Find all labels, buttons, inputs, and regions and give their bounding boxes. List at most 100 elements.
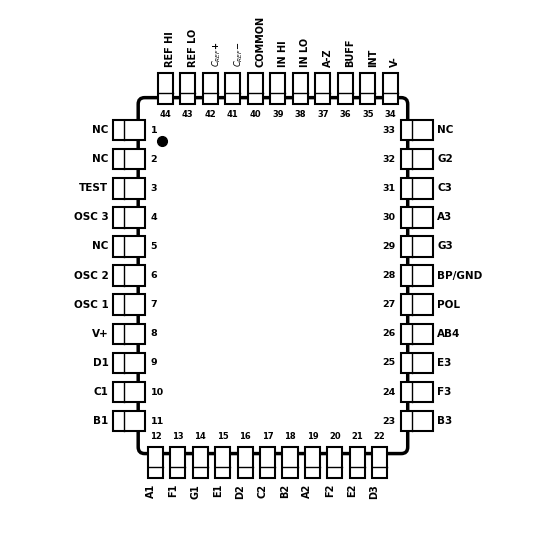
Text: NC: NC <box>92 154 109 164</box>
Text: B3: B3 <box>438 416 453 426</box>
Bar <box>401 207 433 228</box>
Bar <box>114 266 145 286</box>
Bar <box>401 178 433 199</box>
Text: 30: 30 <box>382 213 396 222</box>
Bar <box>327 447 342 478</box>
FancyBboxPatch shape <box>138 98 408 453</box>
Text: AB4: AB4 <box>438 329 461 339</box>
Text: G2: G2 <box>438 154 453 164</box>
Bar <box>114 120 145 140</box>
Bar <box>383 73 398 104</box>
Text: E2: E2 <box>347 484 357 497</box>
Text: 37: 37 <box>317 110 329 119</box>
Bar <box>260 447 275 478</box>
Bar <box>248 73 263 104</box>
Bar <box>401 266 433 286</box>
Text: 20: 20 <box>329 432 341 441</box>
Text: 13: 13 <box>172 432 184 441</box>
Text: A3: A3 <box>438 212 453 223</box>
Text: 15: 15 <box>217 432 229 441</box>
Text: 8: 8 <box>151 330 157 338</box>
Text: NC: NC <box>92 242 109 251</box>
Text: 44: 44 <box>160 110 171 119</box>
Text: 7: 7 <box>151 300 157 309</box>
Text: 19: 19 <box>306 432 318 441</box>
Text: C3: C3 <box>438 184 452 193</box>
Bar <box>401 149 433 169</box>
Text: 27: 27 <box>382 300 396 309</box>
Bar <box>401 324 433 344</box>
Text: BUFF: BUFF <box>345 39 355 67</box>
Text: 24: 24 <box>382 388 396 396</box>
Text: 29: 29 <box>382 242 396 251</box>
Text: 17: 17 <box>261 432 273 441</box>
Text: INT: INT <box>368 49 378 67</box>
Text: 39: 39 <box>272 110 284 119</box>
Text: REF LO: REF LO <box>188 29 198 67</box>
Text: 2: 2 <box>151 155 157 163</box>
Text: 41: 41 <box>227 110 239 119</box>
Text: E3: E3 <box>438 358 452 368</box>
Bar <box>350 447 365 478</box>
Text: B2: B2 <box>280 484 290 498</box>
Bar <box>114 178 145 199</box>
Text: V-: V- <box>391 56 401 67</box>
Text: IN LO: IN LO <box>300 38 310 67</box>
Text: 38: 38 <box>295 110 306 119</box>
Bar <box>401 294 433 315</box>
Text: B1: B1 <box>93 416 109 426</box>
Text: 43: 43 <box>182 110 193 119</box>
Text: D2: D2 <box>235 484 245 498</box>
Bar <box>315 73 330 104</box>
Bar <box>203 73 218 104</box>
Text: 10: 10 <box>151 388 164 396</box>
Text: TEST: TEST <box>79 184 109 193</box>
Bar <box>114 411 145 432</box>
Bar <box>270 73 285 104</box>
Text: 23: 23 <box>382 416 396 426</box>
Bar <box>401 353 433 373</box>
Text: 33: 33 <box>382 125 396 135</box>
Text: 22: 22 <box>374 432 386 441</box>
Text: 14: 14 <box>194 432 206 441</box>
Bar <box>283 447 297 478</box>
Bar <box>158 73 173 104</box>
Bar <box>360 73 376 104</box>
Bar <box>225 73 240 104</box>
Text: COMMON: COMMON <box>255 16 265 67</box>
Bar <box>401 236 433 257</box>
Text: NC: NC <box>92 125 109 135</box>
Text: A1: A1 <box>146 484 156 498</box>
Text: BP/GND: BP/GND <box>438 270 483 281</box>
Text: POL: POL <box>438 300 460 310</box>
Text: $C_{REF}$+: $C_{REF}$+ <box>210 42 223 67</box>
Bar <box>114 207 145 228</box>
Text: D3: D3 <box>370 484 379 498</box>
Text: E1: E1 <box>213 484 223 497</box>
Text: OSC 2: OSC 2 <box>74 270 109 281</box>
Bar <box>114 382 145 402</box>
Bar <box>401 382 433 402</box>
Text: 28: 28 <box>382 271 396 280</box>
Text: C1: C1 <box>94 387 109 397</box>
Text: REF HI: REF HI <box>165 31 175 67</box>
Text: F3: F3 <box>438 387 452 397</box>
Bar <box>114 236 145 257</box>
Bar <box>293 73 308 104</box>
Text: 3: 3 <box>151 184 157 193</box>
Text: 9: 9 <box>151 358 157 368</box>
Text: F2: F2 <box>325 484 335 497</box>
Bar <box>401 120 433 140</box>
Text: 25: 25 <box>382 358 396 368</box>
Text: C2: C2 <box>258 484 268 498</box>
Text: 42: 42 <box>204 110 216 119</box>
Bar <box>148 447 163 478</box>
Text: F1: F1 <box>168 484 178 497</box>
Bar <box>372 447 387 478</box>
Bar <box>114 353 145 373</box>
Bar <box>193 447 208 478</box>
Text: NC: NC <box>438 125 454 135</box>
Bar <box>401 411 433 432</box>
Text: OSC 1: OSC 1 <box>74 300 109 310</box>
Text: 11: 11 <box>151 416 164 426</box>
